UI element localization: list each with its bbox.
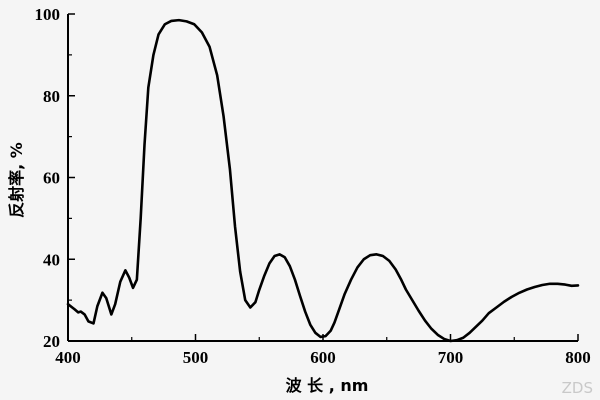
series-layer [66, 18, 580, 343]
y-axis-title: 反射率, % [7, 142, 26, 218]
axes [67, 14, 578, 342]
x-tick-label: 500 [183, 348, 209, 367]
y-tick-label: 100 [35, 5, 61, 24]
y-tick-label: 40 [43, 250, 60, 269]
x-tick-label: 400 [55, 348, 81, 367]
y-tick-label: 20 [43, 332, 60, 351]
x-tick-label: 800 [565, 348, 591, 367]
watermark: ZDS [562, 379, 593, 397]
series-line [66, 18, 580, 343]
y-tick-label: 60 [43, 169, 60, 188]
x-tick-label: 600 [310, 348, 336, 367]
y-tick-label: 80 [43, 87, 60, 106]
x-tick-label: 700 [438, 348, 464, 367]
x-axis-title: 波 长 , nm [286, 376, 369, 395]
ticks: 400 500 600 700 800 20 40 60 80 100 [35, 5, 591, 367]
